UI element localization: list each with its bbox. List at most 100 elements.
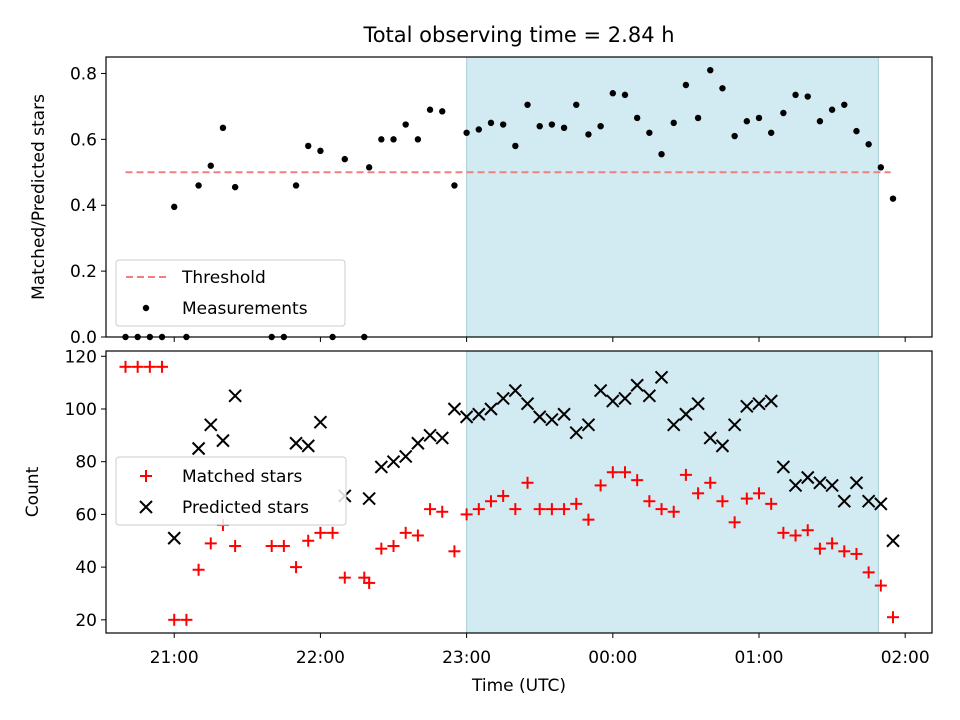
cross-b	[727, 418, 742, 432]
predicted-star-point	[447, 402, 462, 416]
matched-star-point	[424, 503, 437, 516]
bottom-x-axis: 21:00 22:00 23:00 00:00 01:00 02:00	[150, 633, 930, 668]
measurement-point	[560, 124, 568, 132]
predicted-star-point	[715, 439, 730, 453]
predicted-star-point	[606, 394, 620, 408]
measurement-point	[548, 121, 556, 128]
predicted-star-point	[362, 491, 376, 506]
predicted-star-point	[459, 410, 474, 424]
matched-star-point	[789, 529, 802, 542]
cross-b	[313, 415, 328, 429]
measurement-point	[682, 81, 690, 89]
measurement-point	[317, 147, 324, 155]
matched-star-point	[667, 505, 680, 518]
cross-b	[545, 412, 559, 427]
predicted-star-point	[593, 383, 608, 398]
measurement-point	[816, 118, 824, 125]
predicted-star-point	[313, 415, 328, 429]
matched-star-point	[521, 476, 534, 489]
predicted-star-point	[813, 476, 827, 490]
legend-measurements-label: Measurements	[182, 299, 308, 319]
matched-star-point	[813, 542, 826, 555]
predicted-star-point	[837, 494, 851, 508]
cross-b	[301, 439, 315, 453]
matched-star-point	[679, 468, 692, 481]
matched-star-point	[692, 487, 705, 500]
matched-star-point	[277, 540, 290, 553]
matched-star-point	[606, 466, 619, 479]
matched-star-point	[399, 526, 412, 539]
predicted-star-point	[874, 497, 888, 511]
cross-b	[703, 431, 717, 445]
measurement-point	[512, 142, 519, 150]
cross-b	[825, 478, 839, 493]
measurement-point	[231, 183, 239, 191]
measurement-point	[755, 114, 763, 122]
cross-b	[447, 402, 462, 416]
measurement-point	[463, 129, 470, 136]
measurement-point	[719, 85, 726, 92]
matched-star-point	[509, 503, 522, 516]
matched-star-point	[765, 497, 778, 510]
matched-star-point	[887, 611, 900, 624]
matched-star-point	[326, 526, 339, 539]
cross-b	[642, 389, 657, 403]
measurement-point	[451, 182, 458, 189]
cross-b	[289, 436, 303, 450]
measurement-point	[621, 91, 629, 99]
matched-star-point	[826, 537, 839, 550]
measurement-point	[658, 150, 665, 158]
measurement-point	[633, 114, 641, 122]
measurement-point	[694, 114, 702, 122]
measurement-point	[390, 136, 397, 143]
y-tick-label: 60	[75, 505, 97, 525]
predicted-star-point	[642, 389, 657, 403]
measurement-point	[341, 155, 348, 163]
top-legend-box	[115, 259, 346, 327]
x-tick-label: 22:00	[296, 648, 345, 668]
measurement-point	[365, 164, 373, 171]
cross-b	[715, 439, 730, 453]
matched-star-point	[143, 360, 156, 373]
matched-star-point	[411, 529, 424, 542]
matched-star-point	[387, 540, 400, 553]
cross-b	[776, 460, 791, 474]
cross-b	[752, 397, 766, 411]
matched-star-point	[497, 489, 510, 502]
cross-b	[520, 397, 535, 411]
cross-b	[374, 460, 389, 474]
legend-predicted-swatch	[139, 500, 153, 514]
cross-b	[435, 431, 449, 445]
measurement-point	[804, 93, 811, 100]
matched-star-point	[363, 576, 376, 589]
matched-star-point	[850, 547, 863, 560]
predicted-star-point	[764, 394, 778, 408]
predicted-star-point	[204, 418, 218, 432]
matched-star-point	[168, 613, 181, 626]
measurement-point	[292, 182, 300, 189]
predicted-star-point	[374, 460, 389, 474]
predicted-star-point	[703, 431, 717, 445]
matched-star-point	[545, 503, 558, 516]
cross-b	[764, 394, 778, 408]
top-x-ticks	[173, 337, 906, 342]
bottom-legend-box	[115, 456, 347, 526]
legend-plus-marker	[140, 470, 152, 482]
cross-b	[557, 407, 571, 421]
legend-measurements-swatch	[142, 304, 150, 312]
y-tick-label: 40	[75, 558, 97, 578]
cross-b	[228, 389, 242, 403]
y-tick-label: 20	[75, 611, 97, 631]
cross-b	[813, 476, 827, 490]
predicted-star-point	[301, 439, 315, 453]
legend-predicted-label: Predicted stars	[182, 498, 309, 518]
predicted-star-point	[216, 433, 230, 448]
bottom-legend: Matched stars Predicted stars	[115, 456, 347, 526]
measurement-point	[828, 106, 836, 113]
cross-b	[691, 397, 705, 411]
predicted-star-point	[752, 397, 766, 411]
bottom-y-axis-label: Count	[23, 466, 43, 517]
predicted-star-point	[776, 460, 791, 474]
measurement-point	[487, 119, 495, 127]
cross-b	[837, 494, 851, 508]
